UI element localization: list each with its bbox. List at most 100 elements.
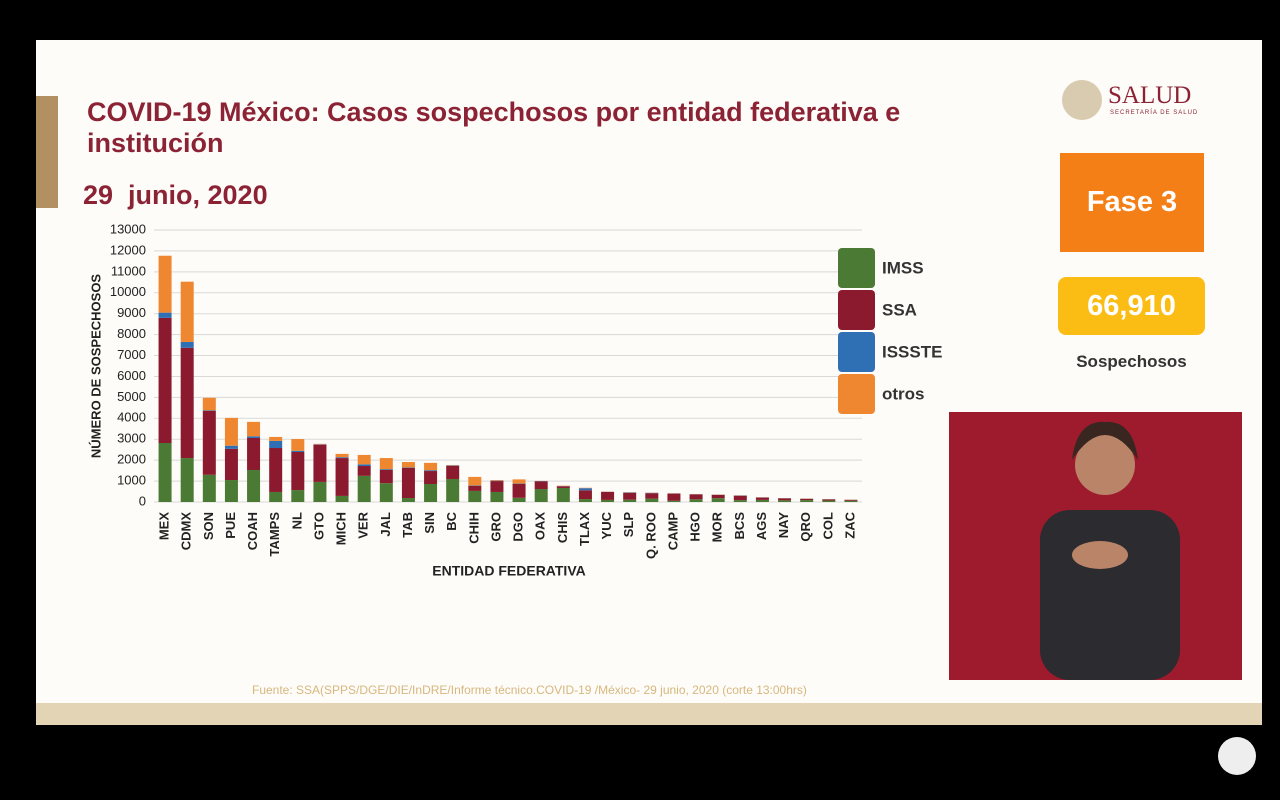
bar-segment xyxy=(224,448,238,481)
bar-segment xyxy=(424,462,438,471)
bar-segment xyxy=(401,462,415,468)
x-tick-label: MOR xyxy=(710,511,725,542)
x-tick-label: COAH xyxy=(245,512,260,550)
y-tick-label: 2000 xyxy=(117,452,146,467)
bar-segment xyxy=(822,500,836,502)
bar-segment xyxy=(180,347,194,459)
x-tick-label: QRO xyxy=(798,512,813,542)
bar-segment xyxy=(202,410,216,411)
logo-name: SALUD xyxy=(1108,82,1192,109)
bar-segment xyxy=(778,500,792,502)
x-tick-label: SON xyxy=(201,512,216,540)
bar-segment xyxy=(800,498,814,501)
bar-segment xyxy=(335,458,349,496)
bar-segment xyxy=(711,498,725,502)
x-tick-label: CHIS xyxy=(555,512,570,543)
bar-segment xyxy=(180,458,194,502)
bar-segment xyxy=(291,451,305,491)
logo-subtitle: SECRETARÍA DE SALUD xyxy=(1110,110,1199,116)
bar-segment xyxy=(335,457,349,459)
y-tick-label: 10000 xyxy=(110,284,146,299)
watermark xyxy=(1218,737,1256,775)
bar-segment xyxy=(578,490,592,500)
bar-segment xyxy=(490,481,504,492)
bar-segment xyxy=(379,483,393,502)
legend-label: SSA xyxy=(882,300,917,319)
bar-segment xyxy=(578,499,592,502)
y-tick-label: 1000 xyxy=(117,473,146,488)
bar-segment xyxy=(158,442,172,502)
bar-segment xyxy=(468,476,482,486)
bar-segment xyxy=(446,478,460,502)
legend-label: IMSS xyxy=(882,258,924,277)
phase-box: Fase 3 xyxy=(1060,153,1204,252)
bar-segment xyxy=(291,439,305,451)
bar-segment xyxy=(379,458,393,470)
x-tick-label: VER xyxy=(356,511,371,538)
x-tick-label: TAB xyxy=(400,512,415,538)
bar-segment xyxy=(291,450,305,452)
legend-swatch xyxy=(838,290,875,330)
bar-segment xyxy=(468,485,482,491)
x-tick-label: NAY xyxy=(776,512,791,539)
bar-segment xyxy=(490,491,504,502)
bar-segment xyxy=(424,470,438,472)
bar-segment xyxy=(291,490,305,502)
bar-segment xyxy=(158,255,172,313)
x-tick-label: CHIH xyxy=(466,512,481,544)
source-note: Fuente: SSA(SPPS/DGE/DIE/InDRE/Informe t… xyxy=(252,683,807,697)
bar-segment xyxy=(247,469,261,502)
x-tick-label: CAMP xyxy=(665,512,680,551)
x-tick-label: JAL xyxy=(378,512,393,537)
bar-segment xyxy=(645,493,659,499)
bar-segment xyxy=(601,499,615,502)
bar-segment xyxy=(158,312,172,318)
bar-segment xyxy=(247,437,261,470)
seal xyxy=(1062,80,1102,120)
bar-segment xyxy=(800,500,814,502)
bar-segment xyxy=(224,445,238,449)
bar-segment xyxy=(180,341,194,348)
x-tick-label: TAMPS xyxy=(267,512,282,557)
legend-swatch xyxy=(838,248,875,288)
bar-segment xyxy=(424,484,438,502)
bar-segment xyxy=(224,480,238,502)
bar-segment xyxy=(224,417,238,446)
y-tick-label: 11000 xyxy=(111,263,146,278)
bar-segment xyxy=(689,494,703,500)
bar-segment xyxy=(512,479,526,484)
slide-date: 29 junio, 2020 xyxy=(83,180,268,210)
bar-segment xyxy=(844,499,858,501)
x-tick-label: TLAX xyxy=(577,512,592,546)
bar-segment xyxy=(357,464,371,467)
bar-segment xyxy=(313,481,327,502)
bar-segment xyxy=(623,499,637,502)
x-tick-label: BC xyxy=(444,511,459,530)
bar-segment xyxy=(623,492,637,500)
x-tick-label: PUE xyxy=(223,512,238,539)
bar-segment xyxy=(645,498,659,502)
total-box: 66,910 xyxy=(1058,277,1205,335)
y-tick-label: 0 xyxy=(139,493,146,508)
bar-segment xyxy=(556,487,570,502)
x-tick-label: ZAC xyxy=(842,511,857,538)
x-tick-label: OAX xyxy=(533,512,548,541)
accent-bar xyxy=(36,96,58,208)
bar-segment xyxy=(733,495,747,501)
bar-segment xyxy=(379,469,393,484)
bar-segment xyxy=(667,500,681,502)
bar-segment xyxy=(158,317,172,443)
bar-segment xyxy=(822,499,836,501)
bar-segment xyxy=(490,480,504,481)
y-tick-label: 7000 xyxy=(117,347,146,362)
legend-label: otros xyxy=(882,384,925,403)
x-tick-label: GRO xyxy=(488,512,503,542)
bar-segment xyxy=(202,410,216,475)
slide-title: COVID-19 México: Casos sospechosos por e… xyxy=(87,97,901,158)
bar-segment xyxy=(512,497,526,502)
y-tick-label: 8000 xyxy=(117,326,146,341)
footer-band xyxy=(36,703,1262,725)
y-axis-label: NÚMERO DE SOSPECHOSOS xyxy=(88,274,103,459)
bar-segment xyxy=(534,489,548,502)
